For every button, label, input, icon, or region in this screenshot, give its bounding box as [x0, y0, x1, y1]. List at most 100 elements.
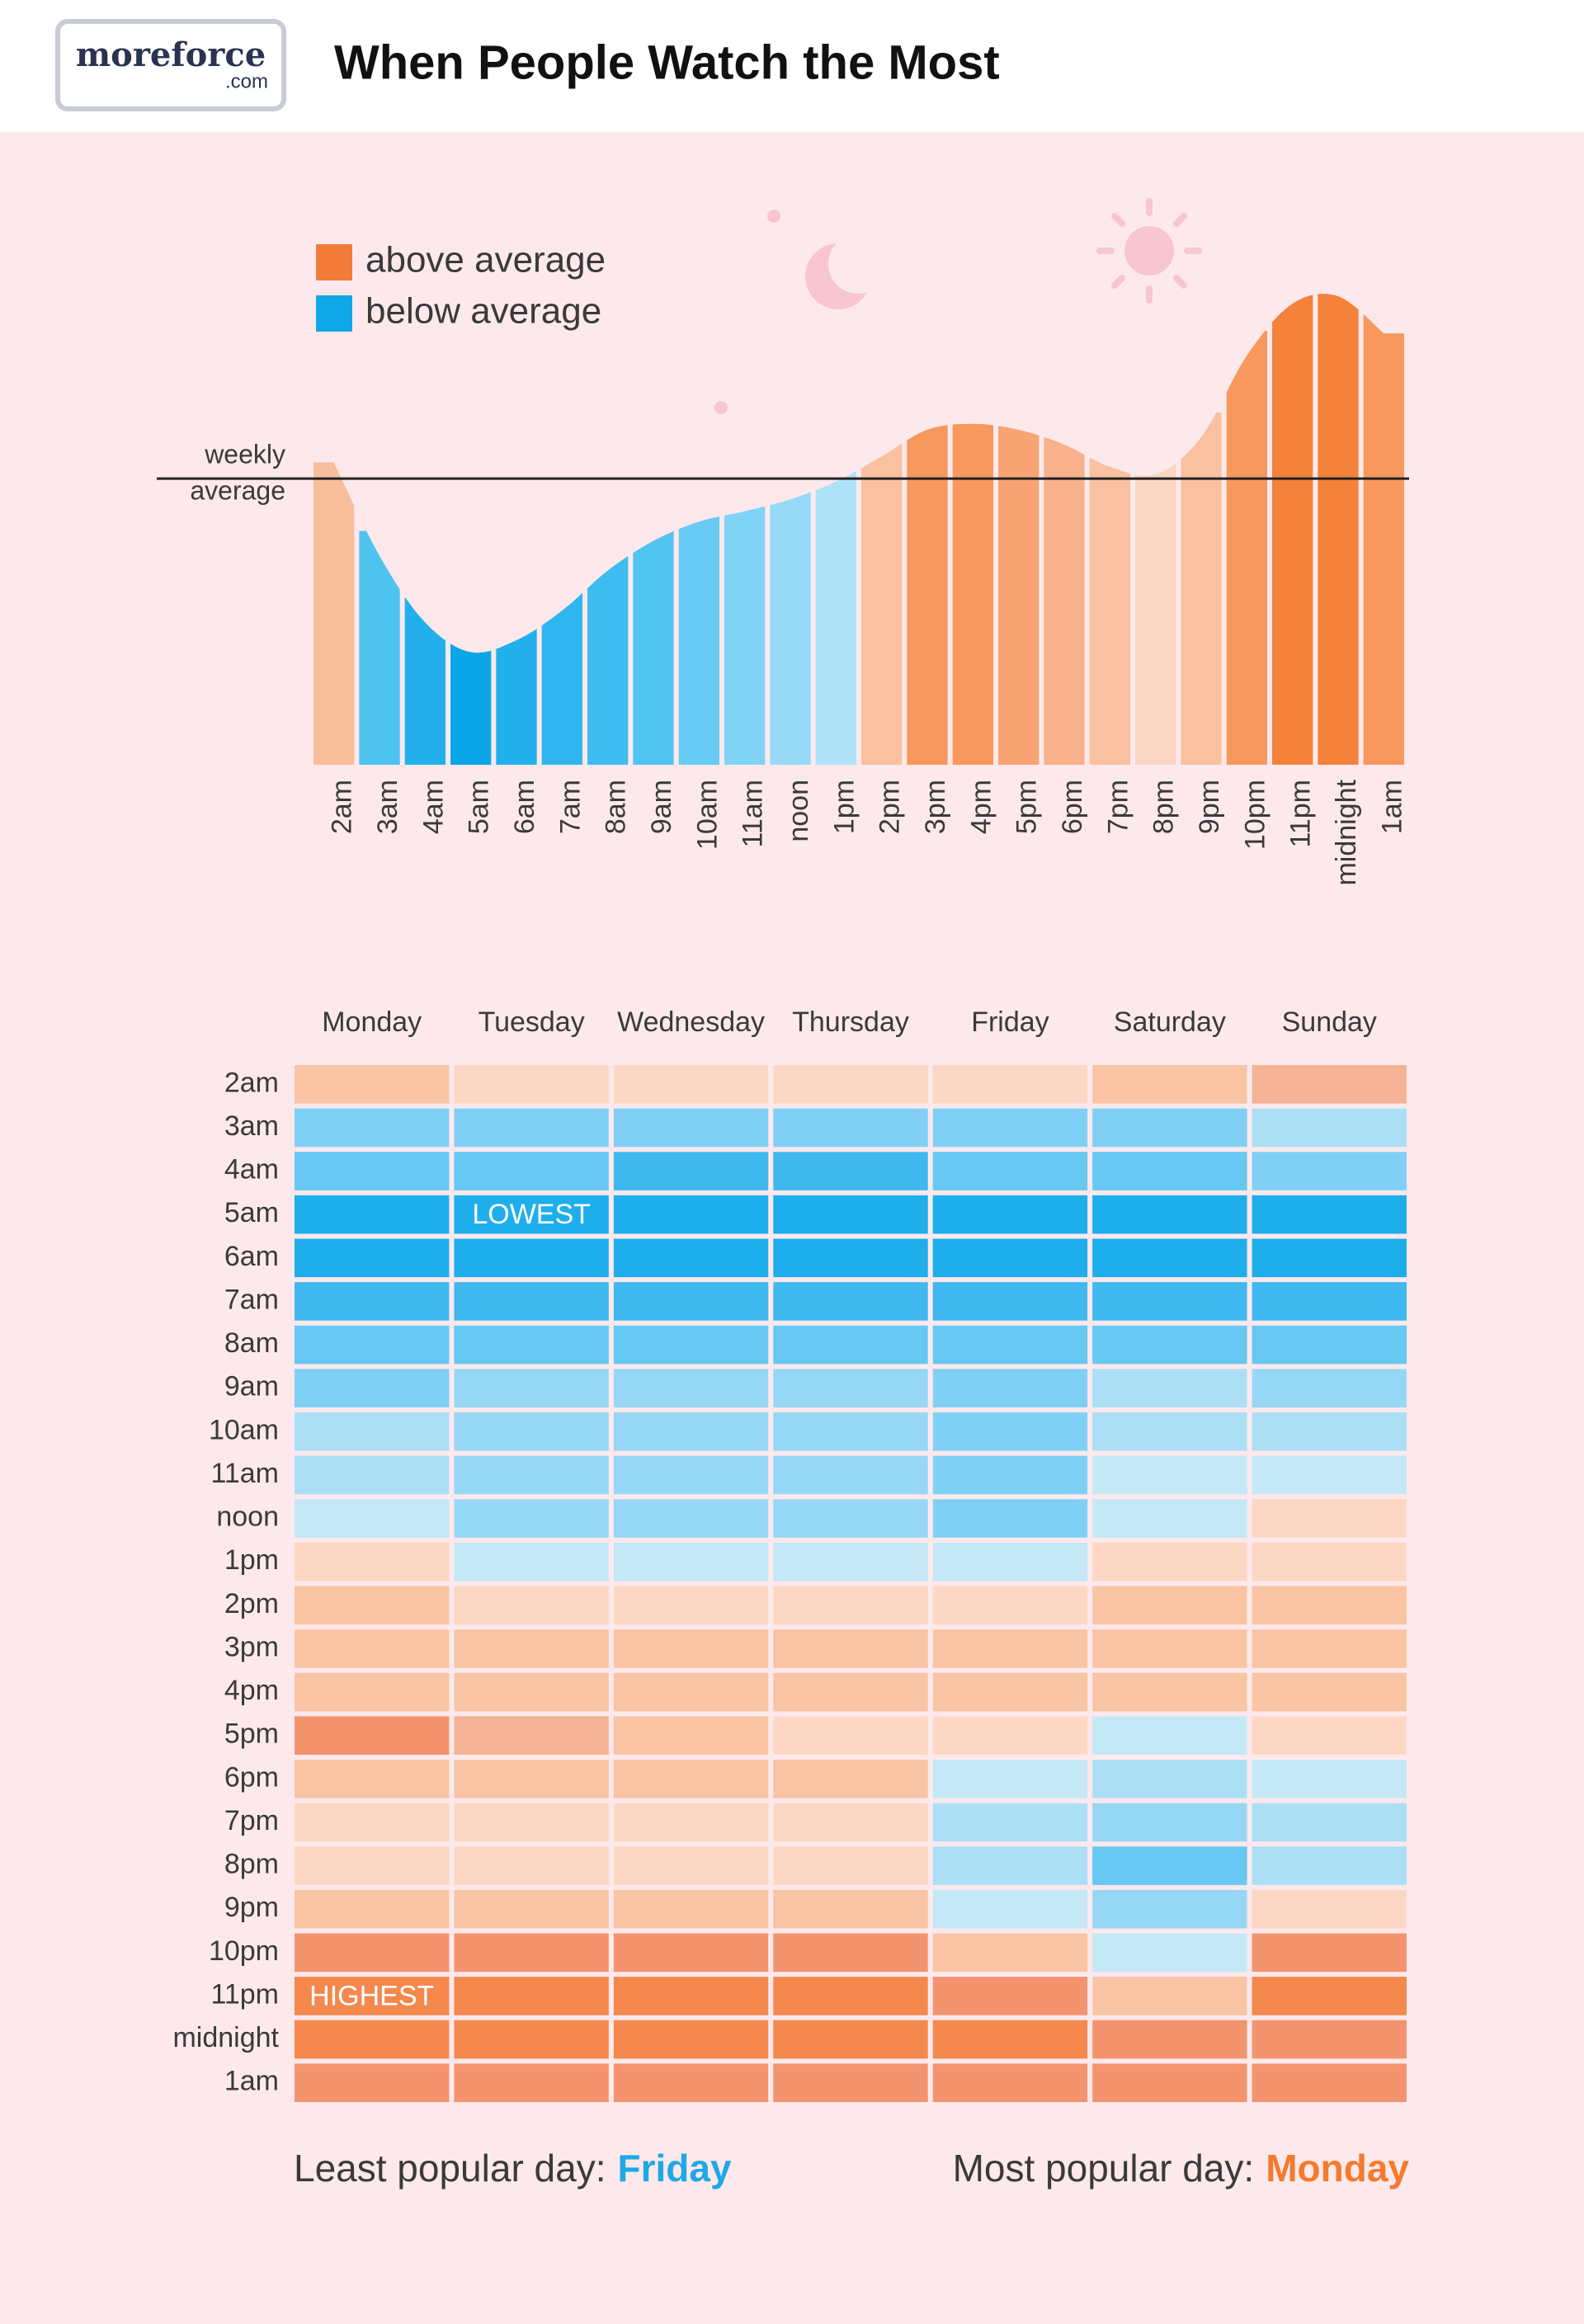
row-label: midnight: [172, 2022, 279, 2053]
heat-cell: [1252, 1542, 1407, 1582]
heat-cell: [1092, 1933, 1247, 1973]
row-label: 10pm: [209, 1935, 279, 1967]
heat-cell: [454, 1282, 609, 1321]
x-tick-label: midnight: [1331, 779, 1362, 885]
footer-least: Least popular day: Friday: [294, 2147, 732, 2190]
row-label: 4pm: [224, 1675, 279, 1706]
bar: [1363, 309, 1404, 766]
bar: [907, 404, 948, 765]
heat-cell: [454, 1499, 609, 1538]
heat-cell: [1252, 2063, 1407, 2102]
heat-cell: [613, 1760, 769, 1798]
x-tick-label: 10pm: [1239, 780, 1270, 850]
title: When People Watch the Most: [334, 35, 1000, 89]
heat-cell: [454, 1889, 609, 1929]
heat-cell: [613, 1933, 769, 1973]
heat-cell: [295, 1977, 450, 2015]
heat-cell: [295, 1108, 450, 1148]
column-label: Sunday: [1282, 1006, 1377, 1038]
heat-cell: [1092, 1238, 1247, 1278]
heat-cell: [1092, 1455, 1247, 1495]
legend-label: below average: [365, 291, 601, 332]
heat-cell: [1092, 1760, 1247, 1798]
heat-cell: [613, 1282, 769, 1321]
heat-cell: [613, 1499, 769, 1538]
heat-cell: [932, 1455, 1088, 1495]
heat-cell: [613, 2063, 769, 2102]
star: [767, 210, 780, 223]
heat-cell: [1092, 1672, 1247, 1712]
heat-cell: [932, 1889, 1088, 1929]
heat-cell: [932, 1065, 1088, 1104]
heat-cell: [454, 1629, 609, 1668]
heat-cell: [773, 1238, 928, 1278]
heat-cell: [295, 1933, 450, 1973]
reference-label: average: [190, 476, 285, 506]
row-label: 6pm: [224, 1761, 279, 1793]
bar: [1181, 412, 1222, 765]
heat-cell: [932, 1282, 1088, 1321]
row-label: 3pm: [224, 1631, 279, 1662]
heat-cell: [1092, 1542, 1247, 1582]
cell-annotation: HIGHEST: [309, 1980, 434, 2011]
heat-cell: [932, 1325, 1088, 1365]
heat-cell: [454, 1195, 609, 1234]
bar: [815, 456, 856, 765]
heat-cell: [1252, 2020, 1407, 2059]
least-label: Least popular day:: [294, 2147, 606, 2190]
heat-cell: [1252, 1760, 1407, 1798]
heat-cell: [773, 1542, 928, 1582]
heat-cell: [773, 1672, 928, 1712]
column-label: Wednesday: [617, 1006, 765, 1038]
sun: [1124, 226, 1174, 276]
heat-cell: [454, 1760, 609, 1798]
heat-cell: [454, 1065, 609, 1104]
heat-cell: [295, 1238, 450, 1278]
heat-cell: [1252, 1672, 1407, 1712]
heat-cell: [773, 1282, 928, 1321]
heat-cell: [1252, 1412, 1407, 1451]
heat-cell: [454, 1542, 609, 1582]
heat-cell: [773, 1933, 928, 1973]
heat-cell: [773, 1629, 928, 1668]
heat-cell: [773, 1803, 928, 1842]
bar: [314, 437, 355, 765]
heat-cell: [454, 1369, 609, 1407]
heat-cell: [295, 1369, 450, 1407]
heat-cell: [613, 1065, 769, 1104]
heat-cell: [1252, 1933, 1407, 1973]
heat-cell: [295, 1455, 450, 1495]
heat-cell: [295, 2020, 450, 2059]
heat-cell: [932, 1716, 1088, 1755]
heat-cell: [932, 1760, 1088, 1798]
heat-cell: [1252, 1889, 1407, 1929]
x-tick-label: 7am: [554, 780, 586, 834]
heat-cell: [1252, 1369, 1407, 1407]
heat-cell: [295, 1760, 450, 1798]
heat-cell: [1252, 1325, 1407, 1365]
heat-cell: [1092, 1716, 1247, 1755]
x-tick-label: 8pm: [1148, 780, 1180, 834]
heat-cell: [773, 1195, 928, 1234]
heat-cell: [454, 1152, 609, 1190]
row-label: 8am: [224, 1327, 279, 1359]
heat-cell: [1252, 1803, 1407, 1842]
x-tick-label: 1am: [1376, 780, 1407, 834]
heat-cell: [932, 1412, 1088, 1451]
row-label: noon: [216, 1501, 279, 1533]
bar: [1318, 294, 1359, 765]
heat-cell: [932, 1933, 1088, 1973]
bar: [1089, 441, 1130, 765]
heat-cell: [454, 1108, 609, 1148]
heat-cell: [932, 1369, 1088, 1407]
x-tick-label: 4pm: [965, 780, 997, 834]
heat-cell: [613, 1108, 769, 1148]
bar: [1044, 419, 1085, 765]
most-day: Monday: [1266, 2147, 1409, 2190]
x-tick-label: 8am: [601, 780, 632, 834]
heat-cell: [1252, 1716, 1407, 1755]
heat-cell: [932, 1542, 1088, 1582]
heat-cell: [295, 1195, 450, 1234]
heat-cell: [613, 1846, 769, 1885]
